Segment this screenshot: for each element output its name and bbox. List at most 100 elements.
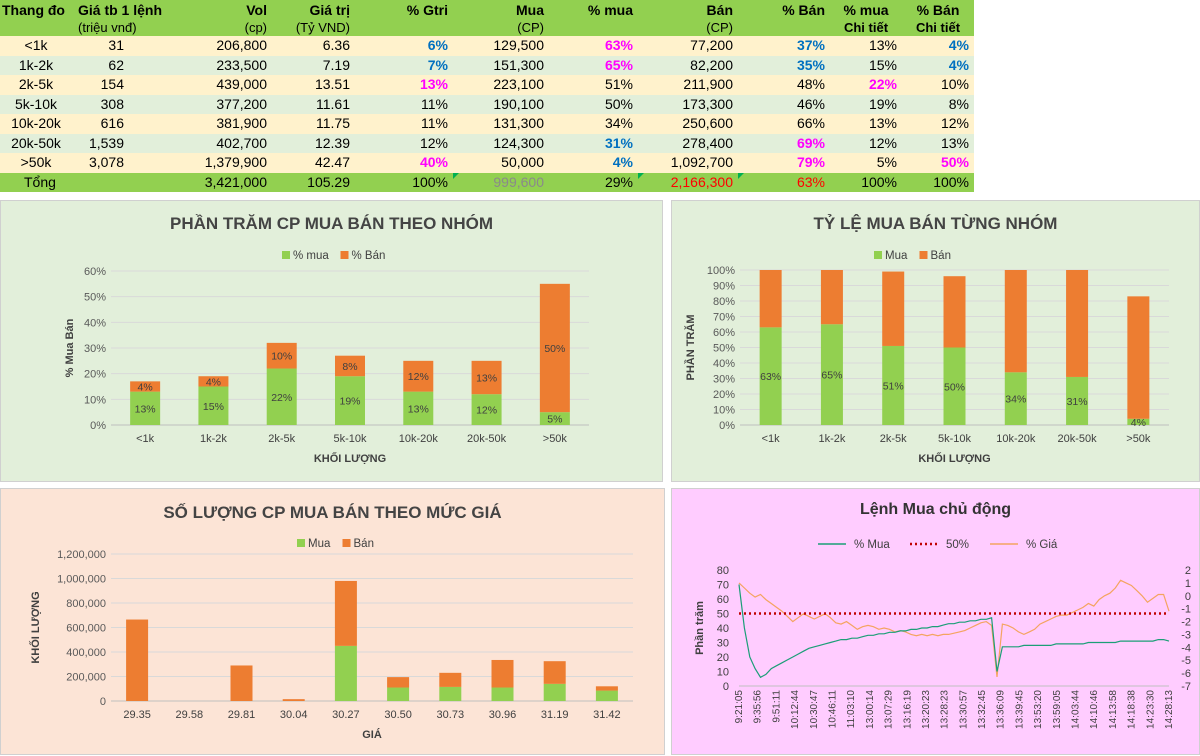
y-tick-label: 60	[717, 594, 729, 606]
y-tick-label: 20%	[713, 389, 735, 401]
table-cell: 12%	[940, 115, 969, 131]
x-tick-label: 13:59:05	[1052, 690, 1063, 729]
x-tick-label: 13:39:45	[1014, 690, 1025, 729]
table-header-sub: (cp)	[244, 20, 267, 35]
bar-segment-bn	[230, 665, 253, 701]
table-cell: 66%	[796, 115, 825, 131]
x-tick-label: 20k-50k	[1058, 433, 1098, 445]
x-tick-label: 10k-20k	[399, 433, 439, 445]
table-cell: 37%	[796, 37, 825, 53]
y2-tick-label: -6	[1181, 668, 1191, 680]
table-cell: 278,400	[682, 134, 733, 151]
table-cell: 439,000	[216, 76, 267, 92]
y-tick-label: 60%	[713, 327, 735, 339]
table-header-cell: % Bán Chi tiết	[907, 2, 969, 36]
table-header-main: % mua	[587, 2, 633, 18]
bar-segment-mua	[539, 412, 570, 425]
bar-segment-mua	[1004, 372, 1027, 425]
data-label: 4%	[206, 376, 221, 388]
x-tick-label: 10:46:11	[827, 690, 838, 729]
data-label: 51%	[883, 380, 904, 392]
table-cell: 29%	[604, 173, 633, 190]
chart2-title: TỶ LỆ MUA BÁN TỪNG NHÓM	[813, 214, 1058, 233]
chart-panel-pct-buy-sell-group: PHẦN TRĂM CP MUA BÁN THEO NHÓM 0% 10% 20% 3…	[0, 200, 663, 482]
legend-label: Bán	[354, 538, 374, 550]
table-cell: 7.19	[322, 56, 350, 73]
table-header-main: Bán	[706, 2, 733, 18]
table-cell: 82,200	[690, 56, 733, 73]
table-cell: 1k-2k	[18, 56, 54, 73]
data-label: 63%	[760, 371, 781, 383]
bar-segment-bn	[334, 580, 357, 646]
bar-segment-bn	[198, 376, 229, 387]
table-header-sub: (triệu vnđ)	[78, 20, 137, 35]
bar-segment-mua	[491, 687, 514, 701]
data-label: 50%	[544, 343, 565, 355]
x-axis-title: KHỐI LƯỢNG	[918, 451, 990, 465]
bar-segment-mua	[334, 645, 357, 701]
bar-segment-bn	[539, 283, 570, 413]
table-cell: <1k	[24, 37, 48, 53]
y-tick-label: 10%	[713, 405, 735, 417]
x-tick-label: 13:00:14	[865, 690, 876, 729]
bar-segment-mua	[943, 347, 966, 425]
y-tick-label: 400,000	[66, 647, 106, 659]
table-cell: 100%	[933, 173, 969, 190]
bar-segment-mua	[471, 394, 502, 425]
table-header-cell: Giá tb 1 lệnh (triệu vnđ)	[78, 2, 162, 36]
table-header-cell: Bán (CP)	[706, 2, 733, 36]
legend-swatch	[874, 251, 882, 259]
table-header-main: % Bán	[916, 2, 960, 18]
table-row: 10k-20k 616 381,900 11.75 11% 131,300 34% 250,6…	[0, 114, 974, 134]
table-cell: 124,300	[493, 134, 544, 151]
table-header-main: Mua	[516, 2, 544, 18]
table-row: 5k-10k 308 377,200 11.61 11% 190,100 50% 173,30…	[0, 94, 974, 114]
legend-swatch	[297, 539, 305, 547]
data-label: 19%	[339, 396, 360, 408]
summary-table: Thang đo Giá tb 1 lệnh (triệu vnđ) Vol (cp) G…	[0, 0, 974, 195]
y-tick-label: 80	[717, 565, 729, 577]
x-tick-label: 10:12:44	[790, 690, 801, 729]
table-cell: 1,092,700	[670, 154, 733, 170]
table-header-main: Giá tb 1 lệnh	[78, 2, 163, 18]
x-tick-label: 29.58	[176, 709, 204, 721]
table-cell: 131,300	[493, 115, 544, 131]
x-tick-label: 10k-20k	[996, 433, 1036, 445]
table-cell: 63%	[604, 37, 633, 53]
bar-segment-mua	[759, 327, 782, 425]
bar-segment-bn	[943, 276, 966, 348]
x-tick-label: >50k	[1126, 433, 1151, 445]
y-tick-label: 20	[717, 652, 729, 664]
table-cell: 6.36	[322, 37, 350, 53]
y-tick-label: 0%	[719, 420, 735, 432]
bar-segment-bn	[595, 686, 618, 691]
table-header-main: Giá trị	[309, 2, 350, 18]
x-tick-label: 9:51:11	[771, 690, 782, 723]
table-cell: Tổng	[24, 173, 56, 190]
bar-segment-bn	[1066, 270, 1089, 377]
table-cell: 402,700	[216, 134, 267, 151]
x-tick-label: 1k-2k	[200, 433, 227, 445]
table-cell: 20k-50k	[11, 134, 61, 151]
cell-flag-marker	[638, 172, 644, 179]
table-cell: 151,300	[493, 56, 544, 73]
y2-tick-label: 2	[1185, 565, 1191, 577]
bar-segment-mua	[882, 345, 905, 425]
x-tick-label: 30.04	[280, 709, 308, 721]
x-tick-label: <1k	[136, 433, 155, 445]
table-cell: 4%	[612, 154, 633, 170]
x-tick-label: 13:30:57	[958, 690, 969, 729]
legend-label: Mua	[308, 538, 331, 550]
data-label: 50%	[944, 381, 965, 393]
x-tick-label: 13:16:19	[902, 690, 913, 729]
x-tick-label: 13:36:09	[996, 690, 1007, 729]
data-label: 10%	[271, 351, 292, 363]
x-tick-label: 30.27	[332, 709, 360, 721]
table-cell: 34%	[604, 115, 633, 131]
table-header-cell: % mua	[588, 2, 633, 19]
table-cell: 154	[100, 76, 124, 92]
table-cell: 50%	[604, 95, 633, 112]
table-cell: 105.29	[307, 173, 350, 190]
cell-flag-marker	[453, 172, 459, 179]
legend-label: Bán	[931, 250, 951, 262]
